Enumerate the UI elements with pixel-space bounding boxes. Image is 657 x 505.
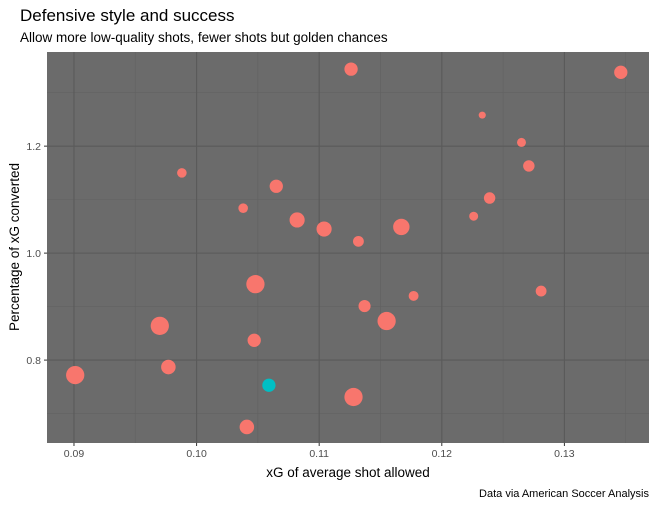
- data-point: [316, 221, 332, 237]
- gridlines: [47, 52, 649, 443]
- data-point: [238, 203, 248, 213]
- data-point: [408, 290, 419, 301]
- data-point: [262, 378, 276, 392]
- data-point: [66, 365, 85, 385]
- data-point: [344, 62, 358, 76]
- data-point: [523, 160, 535, 172]
- data-point: [269, 179, 283, 193]
- data-point: [239, 419, 255, 435]
- data-point: [150, 316, 169, 335]
- x-tick-label: 0.13: [554, 448, 575, 460]
- data-point: [344, 387, 363, 407]
- data-point: [246, 275, 265, 294]
- data-point: [483, 192, 496, 204]
- chart-caption: Data via American Soccer Analysis: [479, 488, 649, 500]
- data-point: [161, 359, 176, 375]
- x-tick-label: 0.12: [432, 448, 453, 460]
- data-point: [535, 285, 547, 297]
- data-point: [478, 111, 486, 119]
- data-point: [177, 168, 187, 178]
- data-point: [289, 212, 305, 228]
- plot-panel: [47, 52, 649, 443]
- y-tick-label: 1.0: [26, 248, 41, 260]
- chart-subtitle: Allow more low-quality shots, fewer shot…: [20, 30, 388, 45]
- data-point: [614, 65, 628, 79]
- chart-title: Defensive style and success: [20, 6, 235, 25]
- y-axis-label: Percentage of xG converted: [7, 163, 22, 331]
- data-point: [517, 137, 526, 147]
- data-point: [393, 218, 410, 236]
- data-point: [377, 311, 396, 331]
- y-tick-label: 1.2: [26, 141, 41, 153]
- axes: 0.09 0.10 0.11 0.12 0.13 0.8 1.0 1.2: [26, 141, 574, 460]
- data-point: [469, 211, 479, 221]
- x-tick-label: 0.10: [186, 448, 207, 460]
- x-axis-label: xG of average shot allowed: [266, 465, 430, 480]
- data-point: [247, 333, 261, 347]
- data-point: [353, 235, 364, 247]
- data-points: [66, 62, 628, 435]
- x-tick-label: 0.11: [309, 448, 329, 460]
- y-tick-label: 0.8: [26, 355, 41, 367]
- x-tick-label: 0.09: [64, 448, 85, 460]
- data-point: [358, 300, 371, 313]
